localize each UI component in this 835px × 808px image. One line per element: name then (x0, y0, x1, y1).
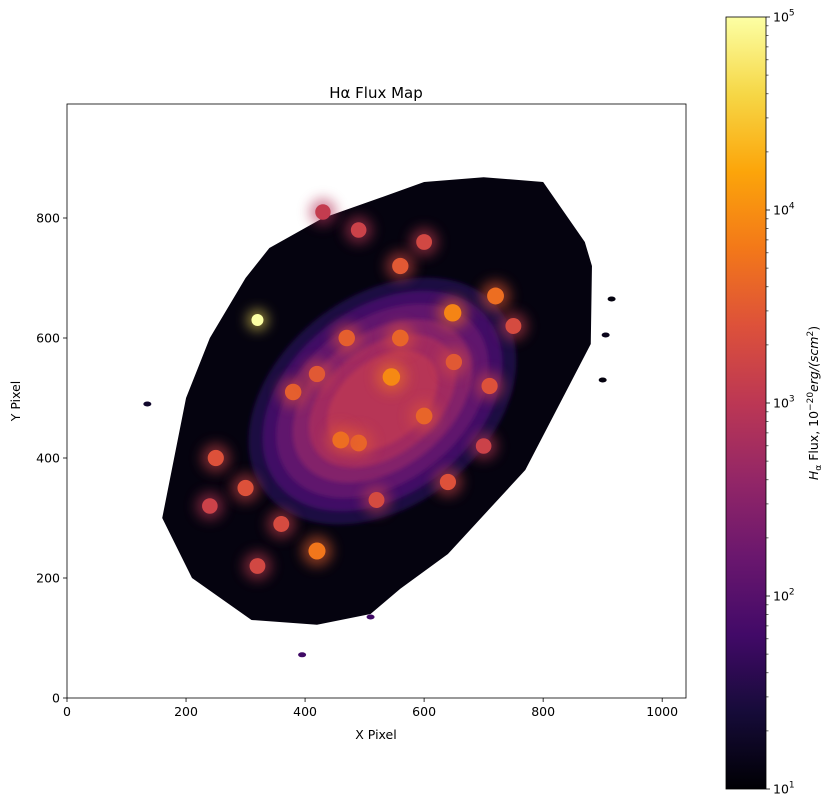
hot-spot (273, 516, 290, 532)
isolated-blob (607, 296, 616, 302)
hot-spot (505, 318, 522, 334)
x-tick-label: 200 (174, 704, 198, 719)
hot-spot (332, 431, 350, 449)
x-tick-label: 1000 (646, 704, 678, 719)
flux-image (143, 177, 616, 658)
hot-spot (475, 438, 492, 454)
colorbar-tick-label: 105 (773, 9, 795, 25)
x-tick-label: 600 (412, 704, 436, 719)
hot-spot (251, 314, 264, 326)
hot-spot (249, 558, 266, 574)
hot-spot (308, 542, 326, 560)
isolated-blob (601, 332, 610, 338)
hot-spot (481, 377, 498, 395)
hot-spot (315, 204, 331, 220)
colorbar-tick-label: 102 (773, 588, 795, 604)
hot-spot (284, 383, 302, 401)
y-tick-label: 800 (36, 211, 60, 226)
y-tick-label: 200 (36, 571, 60, 586)
hot-spot (382, 368, 401, 386)
y-tick-label: 0 (52, 691, 60, 706)
y-axis-label: Y Pixel (8, 381, 23, 423)
hot-spot (444, 304, 462, 322)
hot-spot (391, 329, 409, 347)
colorbar-tick-label: 103 (773, 395, 795, 411)
x-axis-label: X Pixel (355, 727, 396, 742)
hot-spot (368, 492, 385, 508)
colorbar-ticks: 101 102 103 104 105 (766, 9, 795, 797)
colorbar-tick-label: 104 (773, 202, 795, 218)
hot-spot (237, 479, 254, 497)
x-tick-label: 0 (63, 704, 71, 719)
hot-spot (439, 473, 457, 491)
hot-spot (416, 234, 433, 250)
plot-frame (66, 103, 687, 699)
hot-spot (350, 222, 367, 238)
hot-spot (202, 498, 218, 514)
hot-spot (392, 257, 409, 275)
plot-area (66, 103, 687, 699)
hot-spot (415, 407, 433, 425)
y-tick-label: 400 (36, 451, 60, 466)
hot-spot (207, 449, 224, 467)
flux-layer (327, 350, 438, 452)
isolated-blob (366, 614, 375, 620)
colorbar-tick-label: 101 (773, 781, 795, 797)
hot-spot (338, 329, 355, 347)
colorbar-fill (726, 17, 766, 789)
x-axis: 0 200 400 600 800 1000 (63, 698, 678, 719)
y-axis: 0 200 400 600 800 (36, 211, 67, 706)
y-tick-label: 600 (36, 331, 60, 346)
chart-title: Hα Flux Map (329, 84, 423, 102)
x-tick-label: 400 (293, 704, 317, 719)
hot-spot (445, 353, 463, 371)
isolated-blob (598, 377, 607, 383)
isolated-blob (143, 401, 152, 407)
hot-spot (308, 365, 326, 383)
isolated-blob (298, 652, 307, 658)
hot-spot (487, 287, 504, 305)
x-tick-label: 800 (531, 704, 555, 719)
colorbar-label: Hα Flux, 10−20erg/(scm2) (806, 326, 824, 480)
colorbar: 101 102 103 104 105 Hα Flux, 10−20erg/(scm2) (725, 9, 824, 797)
